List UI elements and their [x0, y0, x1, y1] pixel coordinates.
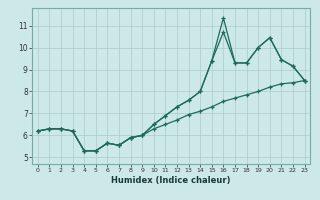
- X-axis label: Humidex (Indice chaleur): Humidex (Indice chaleur): [111, 176, 231, 185]
